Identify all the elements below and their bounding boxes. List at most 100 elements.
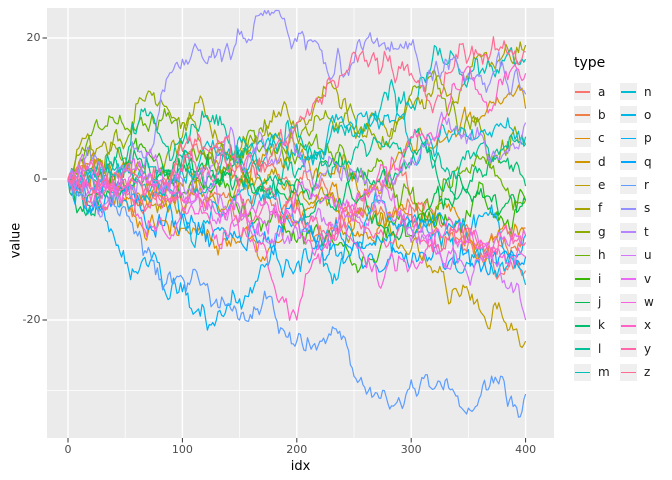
legend-item-w: w <box>620 293 659 311</box>
x-tick-label: 0 <box>64 443 72 456</box>
y-tick-label: 0 <box>33 172 41 185</box>
legend-item-b: b <box>574 106 613 124</box>
series-line-n <box>67 110 527 196</box>
series-group <box>67 9 527 418</box>
legend-label: b <box>598 107 606 122</box>
legend-label: a <box>598 84 606 99</box>
legend-key-icon <box>574 363 591 381</box>
series-line-s <box>67 9 527 199</box>
legend-key-line <box>621 278 636 280</box>
legend-label: x <box>644 318 652 333</box>
legend-item-o: o <box>620 106 659 124</box>
legend-key-line <box>575 114 590 116</box>
legend-key-line <box>575 184 590 187</box>
legend-key-icon <box>620 176 637 194</box>
legend-label: f <box>598 201 603 216</box>
legend-label: n <box>644 84 652 99</box>
legend-item-f: f <box>574 199 613 217</box>
legend-key-line <box>621 254 636 257</box>
legend-key-line <box>621 184 636 187</box>
legend-key-line <box>575 207 590 210</box>
x-tick-label: 200 <box>286 443 308 456</box>
series-line-y <box>67 148 527 258</box>
panel-background <box>47 8 554 438</box>
legend-label: h <box>598 248 606 263</box>
legend-key-line <box>621 137 636 140</box>
legend-key-icon <box>620 106 637 124</box>
legend-key-line <box>575 254 590 257</box>
series-line-l <box>67 107 527 200</box>
legend-key-icon <box>574 106 591 124</box>
legend-item-u: u <box>620 246 659 264</box>
legend-item-z: z <box>620 363 659 381</box>
legend-key-line <box>575 348 590 350</box>
legend-key-icon <box>620 83 637 100</box>
y-axis-title: value <box>8 0 24 480</box>
legend-key-icon <box>574 340 591 358</box>
legend-key-icon <box>620 199 637 217</box>
legend-label: i <box>598 271 602 286</box>
legend-label: u <box>644 248 652 263</box>
legend-label: r <box>644 178 649 193</box>
legend-key-line <box>621 371 636 374</box>
legend-item-q: q <box>620 153 659 171</box>
legend-key-icon <box>574 129 591 147</box>
legend-label: w <box>644 295 654 310</box>
legend-item-n: n <box>620 83 659 100</box>
x-axis-title: idx <box>290 459 311 474</box>
legend-key-line <box>621 324 636 327</box>
legend-item-k: k <box>574 316 613 334</box>
legend-key-icon <box>620 340 637 358</box>
series-line-r <box>67 178 527 418</box>
x-tick-label: 400 <box>515 443 537 456</box>
legend-key-icon <box>574 246 591 264</box>
series-line-u <box>67 148 527 321</box>
legend-label: m <box>598 365 610 380</box>
legend-item-h: h <box>574 246 613 264</box>
legend-label: p <box>644 131 652 146</box>
legend-item-g: g <box>574 223 613 241</box>
series-line-x <box>67 64 527 321</box>
series-line-w <box>67 178 526 289</box>
legend-key-icon <box>620 293 637 311</box>
legend-key-line <box>621 161 636 163</box>
legend-key-icon <box>574 316 591 334</box>
legend-key-line <box>575 371 590 374</box>
legend-label: q <box>644 154 652 169</box>
legend-key-icon <box>620 270 637 288</box>
legend-key-line <box>575 137 590 140</box>
legend-key-icon <box>620 153 637 171</box>
legend-label: v <box>644 271 652 286</box>
legend-key-icon <box>620 223 637 241</box>
legend-key-line <box>575 278 590 280</box>
y-tick-label: 20 <box>26 31 41 44</box>
legend-item-l: l <box>574 340 613 358</box>
legend-item-y: y <box>620 340 659 358</box>
legend-key-icon <box>574 223 591 241</box>
legend-item-a: a <box>574 83 613 100</box>
legend-key-line <box>575 301 590 304</box>
series-line-v <box>67 158 527 269</box>
legend-key-icon <box>574 83 591 100</box>
legend-key-icon <box>620 129 637 147</box>
legend-label: s <box>644 201 651 216</box>
legend-key-icon <box>620 316 637 334</box>
legend-item-c: c <box>574 129 613 147</box>
legend-item-p: p <box>620 129 659 147</box>
legend-item-d: d <box>574 153 613 171</box>
legend-label: g <box>598 224 606 239</box>
series-line-h <box>67 108 527 222</box>
legend-item-v: v <box>620 270 659 288</box>
legend-label: l <box>598 341 602 356</box>
legend-label: t <box>644 224 649 239</box>
legend-item-e: e <box>574 176 613 194</box>
legend-item-t: t <box>620 223 659 241</box>
legend-title: type <box>574 55 606 71</box>
series-line-z <box>67 36 526 209</box>
legend-key-icon <box>574 153 591 171</box>
legend-key-line <box>575 231 590 233</box>
legend-key-icon <box>574 293 591 311</box>
x-tick-label: 100 <box>171 443 193 456</box>
